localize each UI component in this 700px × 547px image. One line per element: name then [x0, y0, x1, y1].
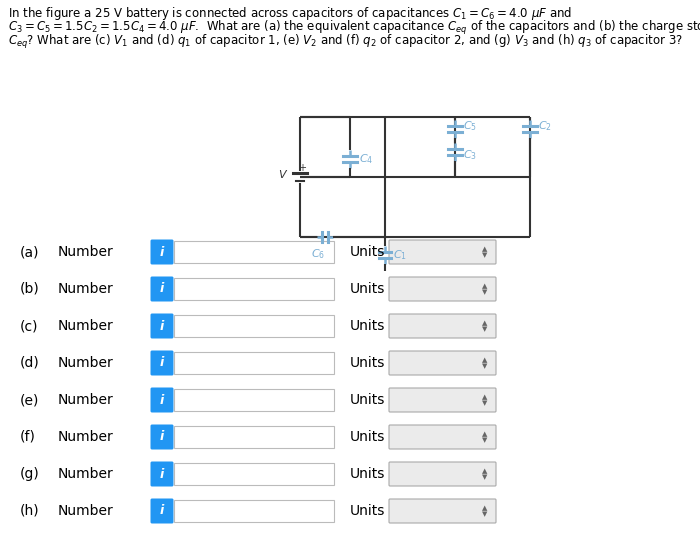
Text: ▼: ▼: [482, 511, 488, 517]
Bar: [174, 389, 334, 411]
Text: i: i: [160, 468, 164, 480]
Text: (d): (d): [20, 356, 40, 370]
Text: ▲: ▲: [482, 246, 488, 252]
FancyBboxPatch shape: [389, 277, 496, 301]
Bar: [174, 463, 334, 485]
Bar: [174, 500, 334, 522]
Text: i: i: [160, 282, 164, 295]
Text: i: i: [160, 319, 164, 333]
Bar: [174, 315, 334, 337]
Text: $C_6$: $C_6$: [311, 247, 325, 261]
Text: (f): (f): [20, 430, 36, 444]
Text: (b): (b): [20, 282, 40, 296]
Bar: [174, 426, 334, 448]
Bar: [174, 352, 334, 374]
Text: ▼: ▼: [482, 400, 488, 406]
Text: ▲: ▲: [482, 320, 488, 326]
Text: $C_4$: $C_4$: [359, 152, 373, 166]
Text: Units: Units: [350, 282, 386, 296]
Bar: [174, 241, 334, 263]
Text: Units: Units: [350, 467, 386, 481]
FancyBboxPatch shape: [150, 313, 174, 339]
Text: ▲: ▲: [482, 394, 488, 400]
FancyBboxPatch shape: [389, 240, 496, 264]
Text: (c): (c): [20, 319, 38, 333]
Text: Units: Units: [350, 504, 386, 518]
Text: ▼: ▼: [482, 252, 488, 258]
Text: $C_5$: $C_5$: [463, 119, 477, 133]
Text: Units: Units: [350, 245, 386, 259]
Text: (h): (h): [20, 504, 40, 518]
Text: ▼: ▼: [482, 437, 488, 443]
FancyBboxPatch shape: [150, 387, 174, 412]
Text: Number: Number: [58, 319, 113, 333]
Text: $C_1$: $C_1$: [393, 248, 407, 262]
Text: Units: Units: [350, 356, 386, 370]
Text: ▲: ▲: [482, 468, 488, 474]
FancyBboxPatch shape: [150, 462, 174, 486]
Text: (e): (e): [20, 393, 39, 407]
Text: Number: Number: [58, 504, 113, 518]
Text: i: i: [160, 357, 164, 370]
Text: Number: Number: [58, 393, 113, 407]
Text: ▼: ▼: [482, 289, 488, 295]
FancyBboxPatch shape: [389, 351, 496, 375]
Text: +: +: [298, 163, 306, 173]
FancyBboxPatch shape: [389, 499, 496, 523]
Text: Number: Number: [58, 245, 113, 259]
Text: Number: Number: [58, 467, 113, 481]
Text: Units: Units: [350, 319, 386, 333]
Text: Units: Units: [350, 393, 386, 407]
FancyBboxPatch shape: [150, 276, 174, 301]
FancyBboxPatch shape: [389, 388, 496, 412]
Text: i: i: [160, 393, 164, 406]
Text: i: i: [160, 430, 164, 444]
Text: $V$: $V$: [278, 168, 288, 180]
Text: i: i: [160, 246, 164, 259]
FancyBboxPatch shape: [389, 425, 496, 449]
Text: ▲: ▲: [482, 357, 488, 363]
Text: Number: Number: [58, 356, 113, 370]
Text: $C_{eq}$? What are (c) $V_1$ and (d) $q_1$ of capacitor 1, (e) $V_2$ and (f) $q_: $C_{eq}$? What are (c) $V_1$ and (d) $q_…: [8, 33, 683, 51]
Text: i: i: [160, 504, 164, 517]
Text: $C_3 = C_5 = 1.5C_2 = 1.5C_4 = 4.0\ \mu F$.  What are (a) the equivalent capacit: $C_3 = C_5 = 1.5C_2 = 1.5C_4 = 4.0\ \mu …: [8, 19, 700, 37]
Text: Units: Units: [350, 430, 386, 444]
FancyBboxPatch shape: [150, 351, 174, 375]
Text: $C_2$: $C_2$: [538, 119, 552, 133]
FancyBboxPatch shape: [389, 462, 496, 486]
Text: Number: Number: [58, 282, 113, 296]
FancyBboxPatch shape: [150, 240, 174, 265]
Text: In the figure a 25 V battery is connected across capacitors of capacitances $C_1: In the figure a 25 V battery is connecte…: [8, 5, 572, 22]
Text: Number: Number: [58, 430, 113, 444]
Text: (a): (a): [20, 245, 39, 259]
Text: ▲: ▲: [482, 431, 488, 437]
Text: ▲: ▲: [482, 505, 488, 511]
FancyBboxPatch shape: [389, 314, 496, 338]
Text: ▼: ▼: [482, 363, 488, 369]
Text: (g): (g): [20, 467, 40, 481]
Text: ▼: ▼: [482, 326, 488, 332]
FancyBboxPatch shape: [150, 498, 174, 523]
FancyBboxPatch shape: [150, 424, 174, 450]
Text: ▼: ▼: [482, 474, 488, 480]
Text: ▲: ▲: [482, 283, 488, 289]
Bar: [174, 278, 334, 300]
Text: $C_3$: $C_3$: [463, 148, 477, 162]
